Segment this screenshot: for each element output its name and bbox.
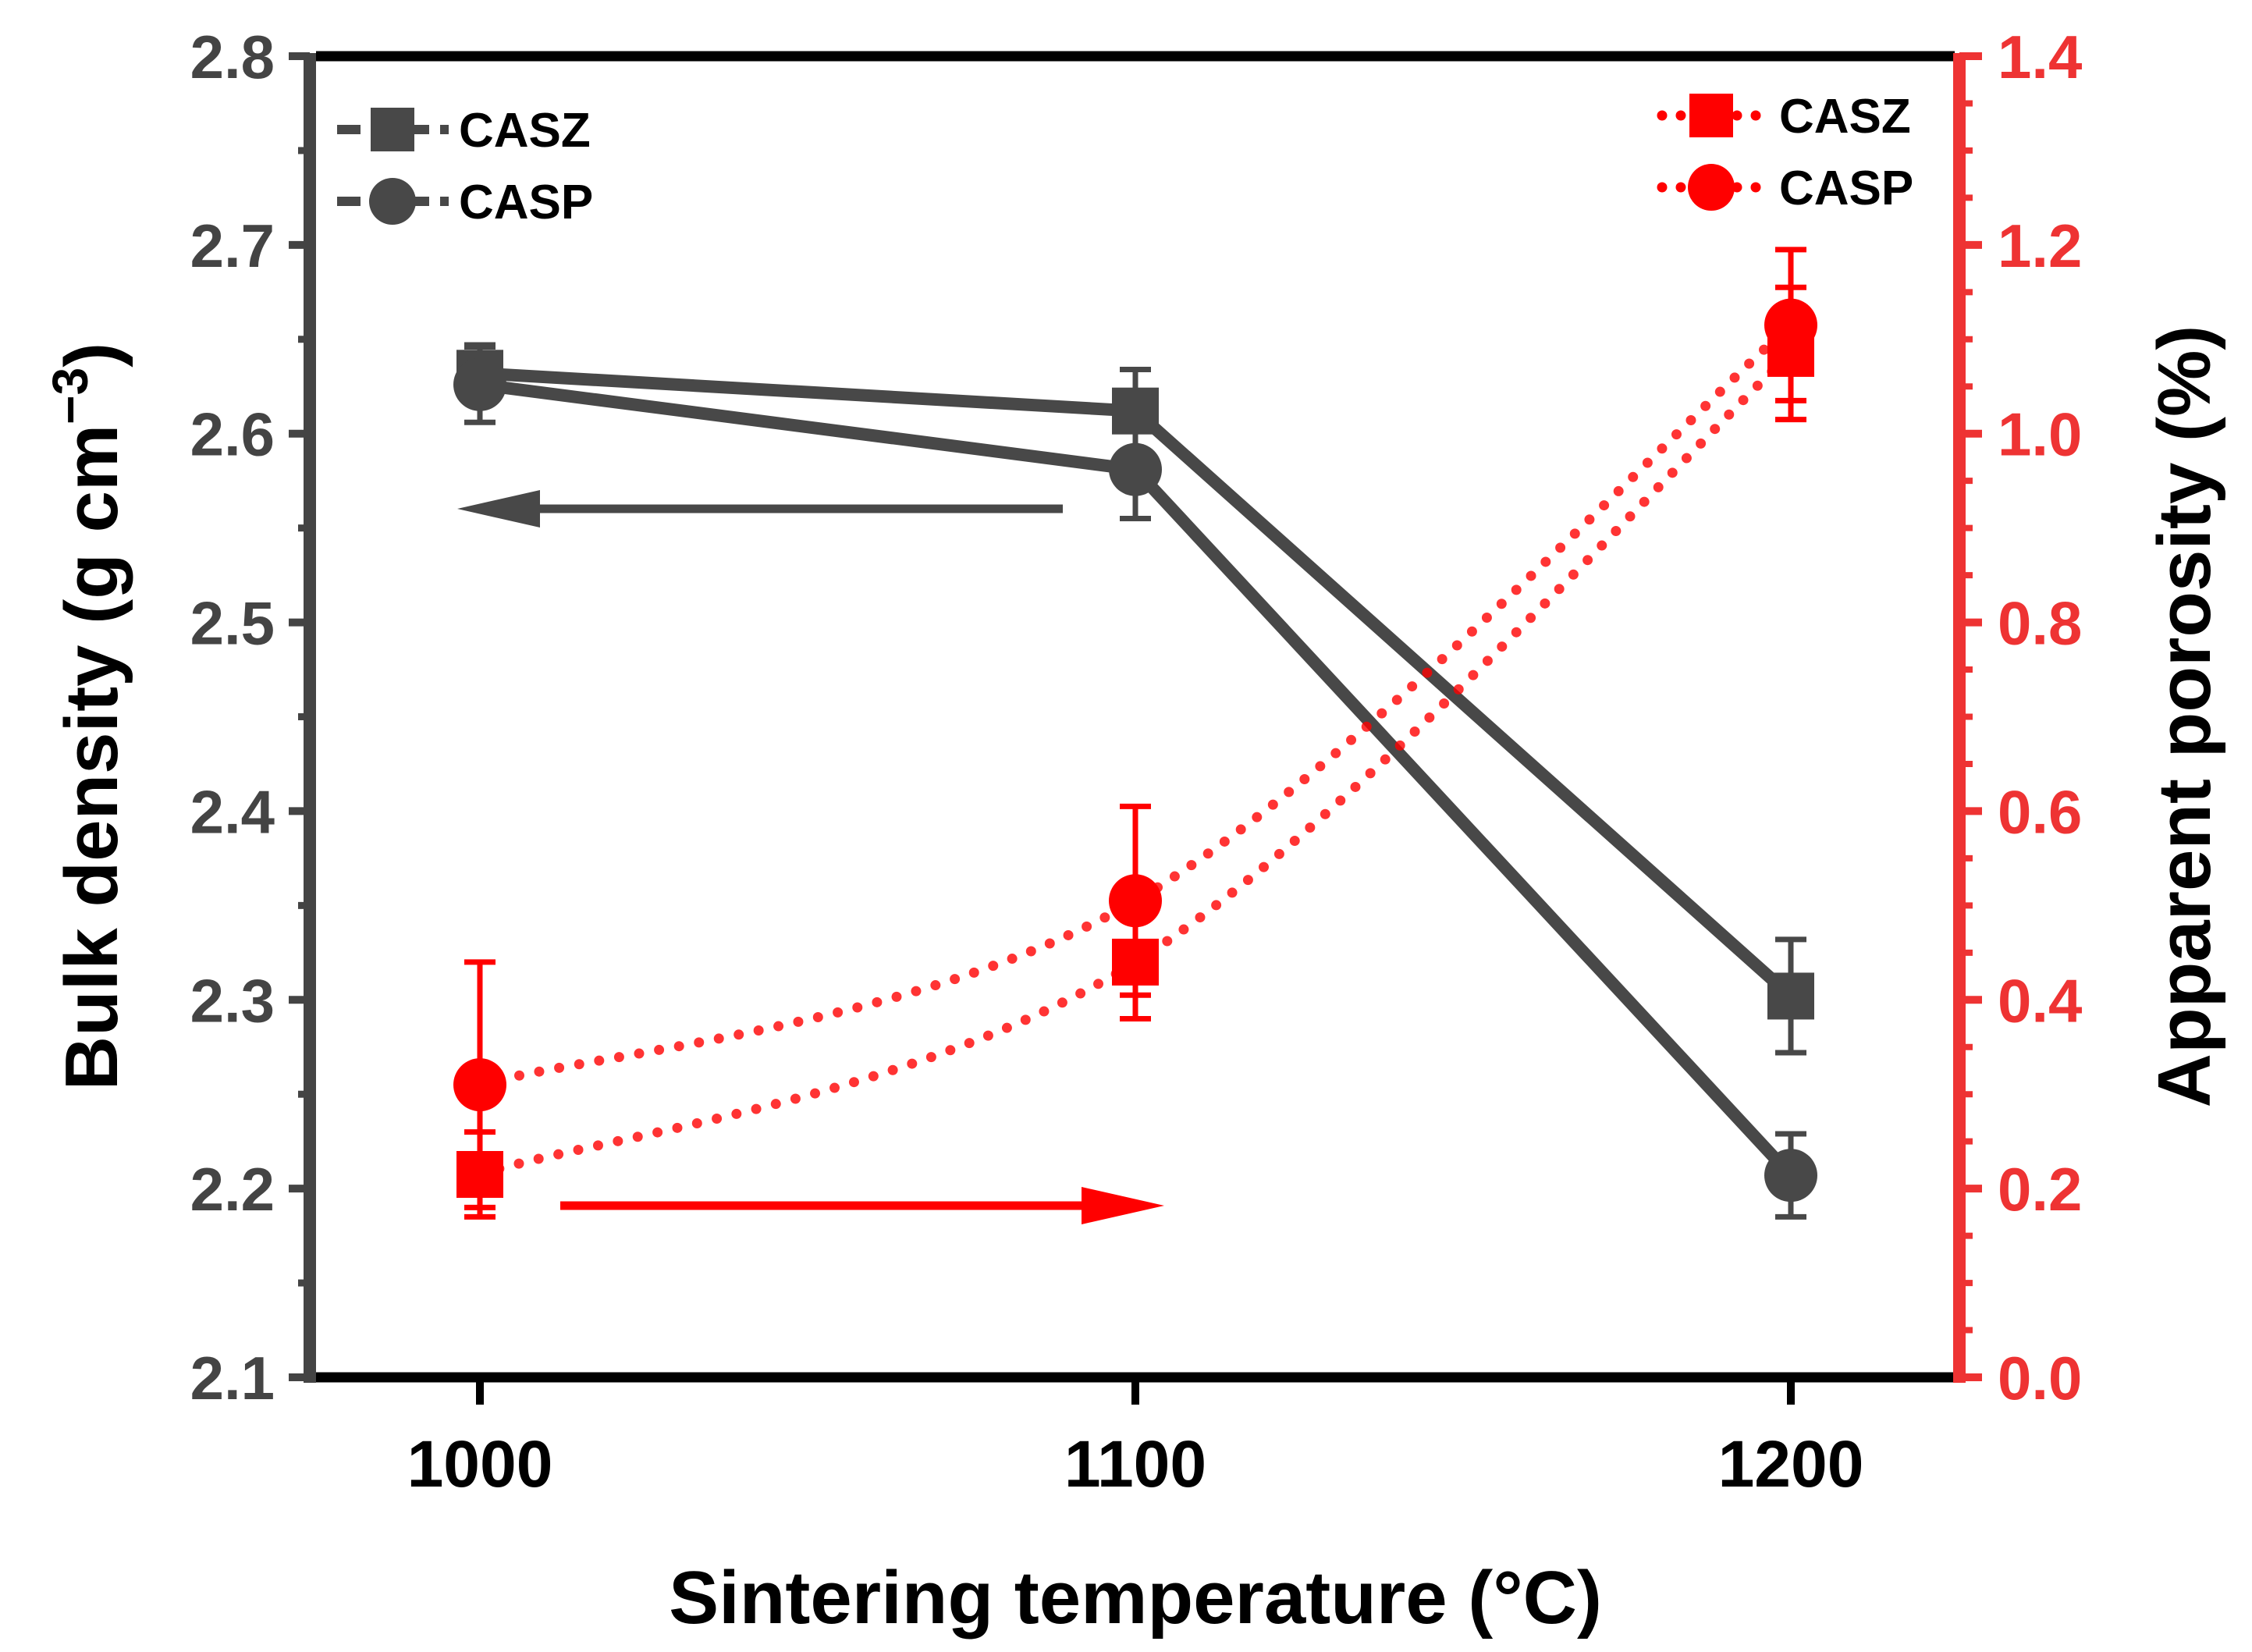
legend-square-icon — [371, 108, 414, 151]
left-y-ticks: 2.1 2.2 2.3 2.4 2.5 2.6 2.7 2.8 — [190, 23, 310, 1412]
x-ticks: 1000 1100 1200 — [407, 1377, 1864, 1501]
legend-label: CASP — [1779, 162, 1913, 215]
porosity-series-line — [474, 348, 1796, 1180]
left-y-axis-title: Bulk density (g cm−3) — [42, 343, 133, 1090]
right-tick-label: 1.2 — [1998, 211, 2082, 280]
legend-label: CASZ — [459, 104, 591, 158]
left-tick-label: 2.7 — [190, 211, 275, 280]
left-tick-label: 2.6 — [190, 400, 275, 469]
data-point-square — [1767, 972, 1814, 1020]
legend-left: CASZ CASP — [337, 104, 593, 229]
left-y-axis-title-close: ) — [50, 343, 133, 368]
left-tick-label: 2.2 — [190, 1155, 275, 1224]
x-tick-label: 1000 — [407, 1427, 553, 1501]
legend-label: CASZ — [1779, 90, 1911, 144]
legend-label: CASP — [459, 176, 593, 229]
axis-arrows — [457, 490, 1164, 1224]
legend-square-icon — [1689, 94, 1733, 137]
right-y-ticks: 0.0 0.2 0.4 0.6 0.8 1.0 1.2 1.4 — [1959, 23, 2082, 1412]
data-point-circle — [1764, 298, 1817, 352]
data-point-circle — [453, 1058, 506, 1112]
data-point-circle — [1109, 874, 1162, 928]
data-point-circle — [1764, 1149, 1817, 1203]
left-y-axis-title-superscript: −3 — [42, 368, 98, 425]
x-tick-label: 1200 — [1718, 1427, 1864, 1501]
data-point-circle — [453, 357, 506, 411]
right-tick-label: 0.0 — [1998, 1344, 2082, 1412]
plot-frame — [304, 51, 1966, 1383]
right-tick-label: 0.6 — [1998, 777, 2082, 846]
legend-circle-icon — [369, 178, 416, 225]
left-tick-label: 2.5 — [190, 589, 275, 658]
left-tick-label: 2.4 — [190, 777, 275, 846]
right-y-axis-title: Apparent porosity (%) — [2143, 325, 2226, 1108]
right-tick-label: 1.0 — [1998, 400, 2082, 469]
left-tick-label: 2.3 — [190, 966, 275, 1035]
right-tick-label: 0.2 — [1998, 1155, 2082, 1224]
right-tick-label: 0.8 — [1998, 589, 2082, 658]
left-tick-label: 2.8 — [190, 23, 275, 91]
series-layer — [453, 247, 1817, 1220]
legend-right: CASZ CASP — [1657, 90, 1913, 215]
legend-circle-icon — [1688, 164, 1735, 211]
left-y-axis-title-main: Bulk density (g cm — [50, 425, 133, 1091]
right-tick-label: 1.4 — [1998, 23, 2082, 91]
data-point-circle — [1109, 442, 1162, 496]
x-axis-title: Sintering temperature (°C) — [669, 1556, 1602, 1640]
left-tick-label: 2.1 — [190, 1344, 275, 1412]
right-arrow-head — [1082, 1187, 1164, 1224]
x-tick-label: 1100 — [1064, 1427, 1206, 1501]
right-tick-label: 0.4 — [1998, 966, 2082, 1035]
left-arrow-head — [457, 490, 540, 528]
